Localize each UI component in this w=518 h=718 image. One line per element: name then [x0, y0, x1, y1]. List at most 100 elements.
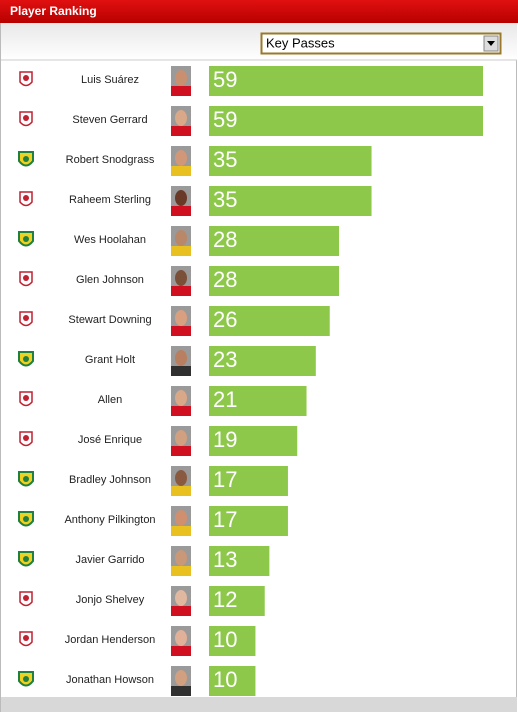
crest-bird — [23, 635, 29, 641]
value-label: 59 — [213, 67, 237, 92]
player-photo — [171, 386, 191, 416]
photo-shirt — [171, 166, 191, 176]
player-name: Jonjo Shelvey — [76, 594, 145, 606]
player-name: José Enrique — [78, 434, 142, 446]
dropdown-value[interactable]: Key Passes — [266, 35, 335, 50]
player-photo — [171, 226, 191, 256]
photo-face — [175, 550, 187, 566]
photo-face — [175, 670, 187, 686]
team-crest — [19, 71, 33, 87]
player-name: Wes Hoolahan — [74, 234, 146, 246]
bar — [209, 386, 307, 416]
player-photo — [171, 66, 191, 96]
player-photo — [171, 146, 191, 176]
value-label: 10 — [213, 667, 237, 692]
photo-shirt — [171, 206, 191, 216]
value-label: 21 — [213, 387, 237, 412]
value-label: 12 — [213, 587, 237, 612]
crest-bird — [23, 435, 29, 441]
crest-bird — [23, 516, 29, 522]
value-label: 17 — [213, 507, 237, 532]
crest-bird — [23, 75, 29, 81]
photo-shirt — [171, 366, 191, 376]
player-name: Robert Snodgrass — [66, 154, 155, 166]
dropdown-box[interactable] — [260, 32, 502, 55]
team-crest — [18, 511, 34, 527]
title: Player Ranking — [10, 4, 97, 18]
crest-bird — [23, 476, 29, 482]
crest-bird — [23, 195, 29, 201]
crest-bird — [23, 395, 29, 401]
player-photo — [171, 586, 191, 616]
team-crest — [18, 151, 34, 167]
player-photo — [171, 546, 191, 576]
photo-face — [175, 150, 187, 166]
player-name: Bradley Johnson — [69, 474, 151, 486]
value-label: 35 — [213, 187, 237, 212]
bar — [209, 586, 265, 616]
photo-shirt — [171, 406, 191, 416]
photo-shirt — [171, 646, 191, 656]
crest-bird — [23, 236, 29, 242]
header — [0, 0, 518, 23]
bar — [209, 266, 340, 296]
value-label: 23 — [213, 347, 237, 372]
player-name: Jordan Henderson — [65, 634, 156, 646]
photo-face — [175, 510, 187, 526]
player-name: Allen — [98, 394, 122, 406]
team-crest — [19, 631, 33, 647]
team-crest — [19, 391, 33, 407]
team-crest — [18, 231, 34, 247]
bar — [209, 306, 330, 336]
photo-face — [175, 230, 187, 246]
crest-bird — [23, 315, 29, 321]
value-label: 17 — [213, 467, 237, 492]
player-photo — [171, 346, 191, 376]
team-crest — [19, 111, 33, 127]
player-name: Anthony Pilkington — [64, 514, 155, 526]
player-photo — [171, 626, 191, 656]
player-name: Raheem Sterling — [69, 194, 151, 206]
footer — [1, 697, 517, 712]
player-photo — [171, 506, 191, 536]
photo-shirt — [171, 126, 191, 136]
crest-bird — [23, 556, 29, 562]
player-photo — [171, 266, 191, 296]
team-crest — [19, 271, 33, 287]
crest-bird — [23, 115, 29, 121]
photo-shirt — [171, 686, 191, 696]
photo-face — [175, 270, 187, 286]
photo-face — [175, 390, 187, 406]
dropdown-arrow[interactable] — [487, 41, 495, 46]
value-label: 35 — [213, 147, 237, 172]
photo-shirt — [171, 606, 191, 616]
photo-face — [175, 70, 187, 86]
bar — [209, 146, 372, 176]
bar — [209, 666, 256, 696]
photo-shirt — [171, 566, 191, 576]
value-label: 13 — [213, 547, 237, 572]
bar — [209, 226, 340, 256]
team-crest — [18, 471, 34, 487]
photo-face — [175, 430, 187, 446]
bar — [209, 626, 256, 656]
bar — [209, 66, 483, 96]
team-crest — [19, 191, 33, 207]
value-label: 10 — [213, 627, 237, 652]
team-crest — [18, 671, 34, 687]
bar — [209, 346, 316, 376]
bar — [209, 466, 288, 496]
crest-bird — [23, 156, 29, 162]
team-crest — [18, 551, 34, 567]
player-name: Glen Johnson — [76, 274, 144, 286]
player-name: Jonathan Howson — [66, 674, 154, 686]
team-crest — [19, 431, 33, 447]
photo-face — [175, 470, 187, 486]
photo-shirt — [171, 486, 191, 496]
player-name: Luis Suárez — [81, 74, 139, 86]
dropdown[interactable]: Key Passes — [260, 32, 502, 55]
player-photo — [171, 306, 191, 336]
crest-bird — [23, 676, 29, 682]
photo-face — [175, 190, 187, 206]
